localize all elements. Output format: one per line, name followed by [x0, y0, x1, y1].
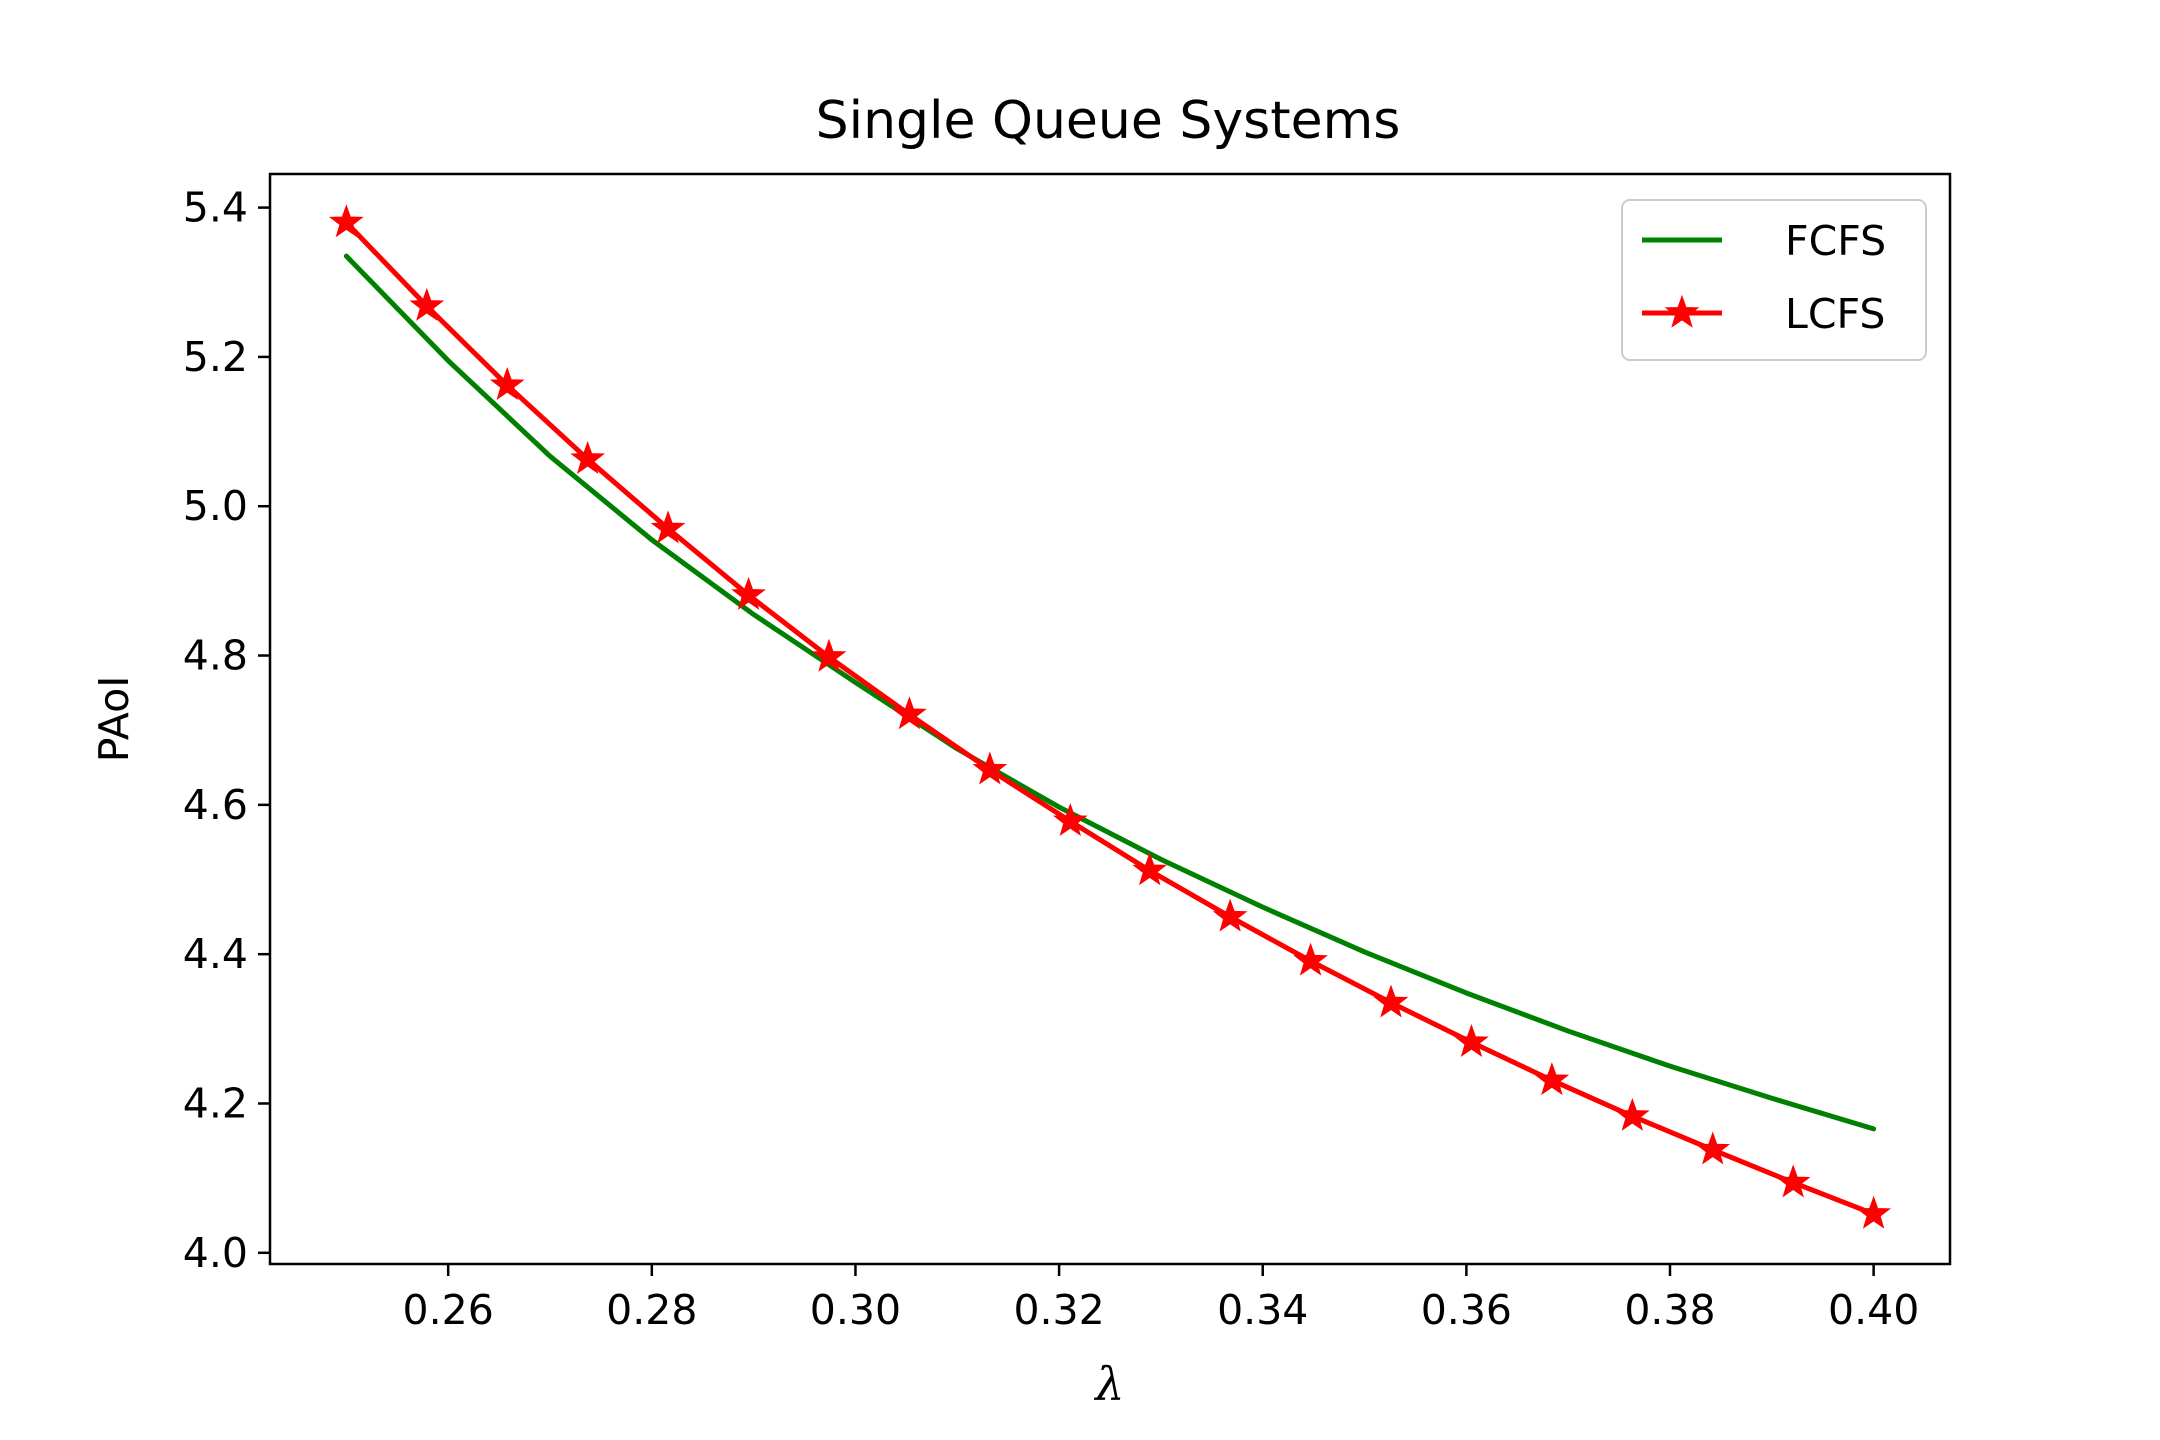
- series-layer: [329, 204, 1891, 1229]
- data-point-lcfs: [1052, 803, 1088, 837]
- legend: FCFS LCFS: [1621, 199, 1927, 361]
- legend-lcfs-marker: [1664, 294, 1700, 328]
- data-point-lcfs: [1614, 1097, 1650, 1131]
- legend-fcfs-label: FCFS: [1785, 217, 1886, 265]
- data-point-lcfs: [570, 440, 606, 474]
- data-point-lcfs: [892, 696, 927, 730]
- legend-lcfs-label: LCFS: [1785, 290, 1885, 338]
- y-tick-label: 4.0: [183, 1229, 248, 1277]
- x-tick-label: 0.40: [1828, 1286, 1919, 1334]
- x-tick-label: 0.26: [403, 1286, 494, 1334]
- y-tick-label: 5.4: [183, 184, 248, 232]
- series-line-fcfs: [343, 253, 1877, 1132]
- data-point-lcfs: [1695, 1131, 1731, 1165]
- y-tick-label: 5.0: [183, 482, 248, 530]
- y-axis-label: PAoI: [90, 676, 138, 763]
- data-point-lcfs: [1775, 1164, 1811, 1198]
- data-point-lcfs: [972, 751, 1008, 785]
- y-tick-label: 4.2: [183, 1079, 248, 1127]
- data-point-lcfs: [1212, 898, 1248, 932]
- data-point-lcfs: [731, 576, 766, 610]
- x-tick-label: 0.38: [1624, 1286, 1715, 1334]
- y-tick-label: 4.8: [183, 632, 248, 680]
- data-point-lcfs: [489, 367, 525, 401]
- data-point-lcfs: [1534, 1062, 1570, 1096]
- x-axis-label: λ: [1093, 1357, 1124, 1411]
- series-line-lcfs: [343, 220, 1877, 1217]
- legend-star-marker: [1664, 294, 1700, 328]
- data-point-lcfs: [1454, 1024, 1489, 1058]
- x-tick-label: 0.30: [810, 1286, 901, 1334]
- y-axis: 4.0 4.2 4.4 4.6 4.8 5.0 5.2 5.4: [183, 184, 270, 1277]
- x-tick-label: 0.36: [1421, 1286, 1512, 1334]
- x-axis: 0.26 0.28 0.30 0.32 0.34 0.36 0.38 0.40: [403, 1264, 1919, 1334]
- data-point-lcfs: [1856, 1195, 1891, 1229]
- data-point-lcfs: [1373, 984, 1409, 1018]
- y-tick-label: 5.2: [183, 333, 248, 381]
- data-point-lcfs: [650, 510, 686, 544]
- chart-title: Single Queue Systems: [816, 91, 1401, 151]
- y-tick-label: 4.6: [183, 781, 248, 829]
- x-tick-label: 0.34: [1217, 1286, 1308, 1334]
- y-tick-label: 4.4: [183, 930, 248, 978]
- x-tick-label: 0.32: [1013, 1286, 1104, 1334]
- axes-frame: [268, 172, 1952, 1266]
- x-tick-label: 0.28: [606, 1286, 697, 1334]
- data-point-lcfs: [409, 287, 445, 321]
- data-point-lcfs: [1293, 942, 1328, 976]
- data-point-lcfs: [811, 638, 847, 672]
- data-point-lcfs: [1132, 852, 1168, 886]
- data-point-lcfs: [329, 204, 364, 238]
